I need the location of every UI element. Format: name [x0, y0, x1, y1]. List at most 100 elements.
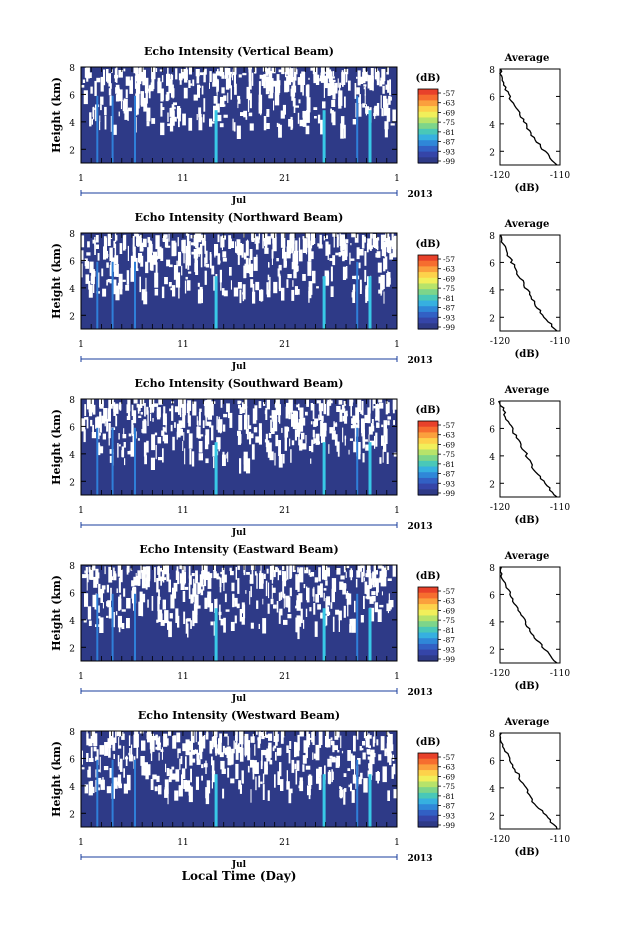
- no-echo-patch: [254, 234, 256, 244]
- no-echo-patch: [104, 566, 106, 575]
- no-echo-patch: [291, 289, 295, 301]
- no-echo-patch: [245, 116, 248, 120]
- no-echo-patch: [209, 603, 213, 612]
- colorbar-segment: [418, 255, 438, 262]
- no-echo-patch: [185, 739, 190, 756]
- no-echo-patch: [164, 277, 168, 285]
- colorbar-segment: [418, 277, 438, 285]
- no-echo-patch: [390, 744, 394, 752]
- no-echo-patch: [278, 80, 281, 86]
- no-echo-patch: [356, 570, 361, 578]
- no-echo-patch: [284, 426, 289, 438]
- no-echo-patch: [299, 567, 304, 583]
- no-echo-patch: [116, 588, 118, 593]
- no-echo-patch: [338, 97, 342, 109]
- no-echo-patch: [357, 399, 362, 412]
- no-echo-patch: [182, 239, 186, 254]
- y-tick-label: 6: [69, 257, 75, 267]
- no-echo-patch: [117, 443, 119, 458]
- no-echo-patch: [160, 248, 164, 261]
- no-echo-patch: [271, 585, 273, 599]
- no-echo-patch: [378, 754, 382, 761]
- no-echo-patch: [278, 273, 281, 289]
- x-tick-label: 1: [394, 174, 400, 184]
- no-echo-patch: [319, 735, 322, 748]
- no-echo-patch: [153, 253, 156, 263]
- no-echo-patch: [313, 753, 317, 759]
- no-echo-patch: [286, 781, 290, 790]
- no-echo-patch: [382, 766, 387, 783]
- no-echo-patch: [177, 571, 180, 585]
- no-echo-patch: [103, 69, 106, 86]
- no-echo-patch: [194, 749, 196, 753]
- no-echo-patch: [323, 236, 326, 241]
- no-echo-patch: [176, 423, 181, 438]
- no-echo-patch: [192, 79, 195, 87]
- no-echo-patch: [129, 748, 131, 756]
- no-echo-patch: [349, 570, 353, 578]
- no-echo-patch: [360, 76, 364, 84]
- no-echo-patch: [343, 789, 346, 805]
- no-echo-patch: [325, 235, 328, 239]
- no-echo-patch: [134, 75, 137, 89]
- no-echo-patch: [371, 419, 374, 423]
- no-echo-patch: [388, 95, 391, 105]
- no-echo-patch: [316, 400, 321, 404]
- no-echo-patch: [331, 588, 335, 603]
- no-echo-patch: [223, 290, 228, 297]
- no-echo-patch: [360, 283, 362, 291]
- no-echo-patch: [345, 571, 347, 578]
- no-echo-patch: [319, 234, 322, 246]
- no-echo-patch: [169, 769, 173, 778]
- no-echo-patch: [237, 282, 242, 289]
- no-echo-patch: [359, 94, 361, 109]
- no-echo-patch: [106, 279, 108, 286]
- no-echo-patch: [318, 774, 321, 778]
- no-echo-patch: [295, 769, 298, 785]
- no-echo-patch: [262, 234, 264, 249]
- no-echo-patch: [252, 733, 255, 743]
- no-echo-patch: [136, 236, 141, 246]
- no-echo-patch: [327, 83, 331, 96]
- colorbar-segment: [418, 134, 438, 141]
- no-echo-patch: [376, 251, 381, 258]
- no-echo-patch: [382, 573, 387, 587]
- no-echo-patch: [141, 97, 146, 103]
- no-echo-patch: [144, 403, 146, 417]
- no-echo-patch: [195, 776, 199, 790]
- no-echo-patch: [109, 247, 113, 262]
- colorbar-tick-label: -69: [443, 274, 455, 283]
- no-echo-patch: [191, 251, 194, 255]
- no-echo-patch: [239, 434, 242, 444]
- no-echo-patch: [179, 402, 182, 418]
- x-tick-label: 21: [279, 838, 290, 848]
- colorbar-segment: [418, 592, 438, 599]
- no-echo-patch: [382, 567, 387, 577]
- no-echo-patch: [308, 291, 310, 303]
- no-echo-patch: [106, 584, 109, 593]
- no-echo-patch: [376, 570, 378, 575]
- no-echo-patch: [138, 601, 142, 616]
- no-echo-patch: [146, 88, 151, 92]
- colorbar-tick-label: -99: [443, 157, 455, 166]
- colorbar-tick-label: -93: [443, 811, 455, 820]
- no-echo-patch: [313, 603, 316, 615]
- no-echo-patch: [145, 766, 150, 770]
- no-echo-patch: [275, 434, 279, 447]
- echo-column: [322, 442, 326, 495]
- no-echo-patch: [83, 619, 87, 623]
- no-echo-patch: [113, 240, 116, 248]
- no-echo-patch: [319, 405, 322, 419]
- no-echo-patch: [230, 241, 235, 248]
- no-echo-patch: [204, 575, 209, 578]
- colorbar-tick-label: -87: [443, 636, 455, 645]
- no-echo-patch: [250, 586, 252, 598]
- no-echo-patch: [335, 422, 337, 426]
- no-echo-patch: [292, 565, 296, 572]
- no-echo-patch: [264, 439, 267, 443]
- no-echo-patch: [335, 252, 339, 256]
- no-echo-patch: [363, 87, 366, 90]
- profile-x-label: (dB): [515, 349, 540, 360]
- no-echo-patch: [374, 753, 376, 758]
- x-tick-label: 21: [279, 506, 290, 516]
